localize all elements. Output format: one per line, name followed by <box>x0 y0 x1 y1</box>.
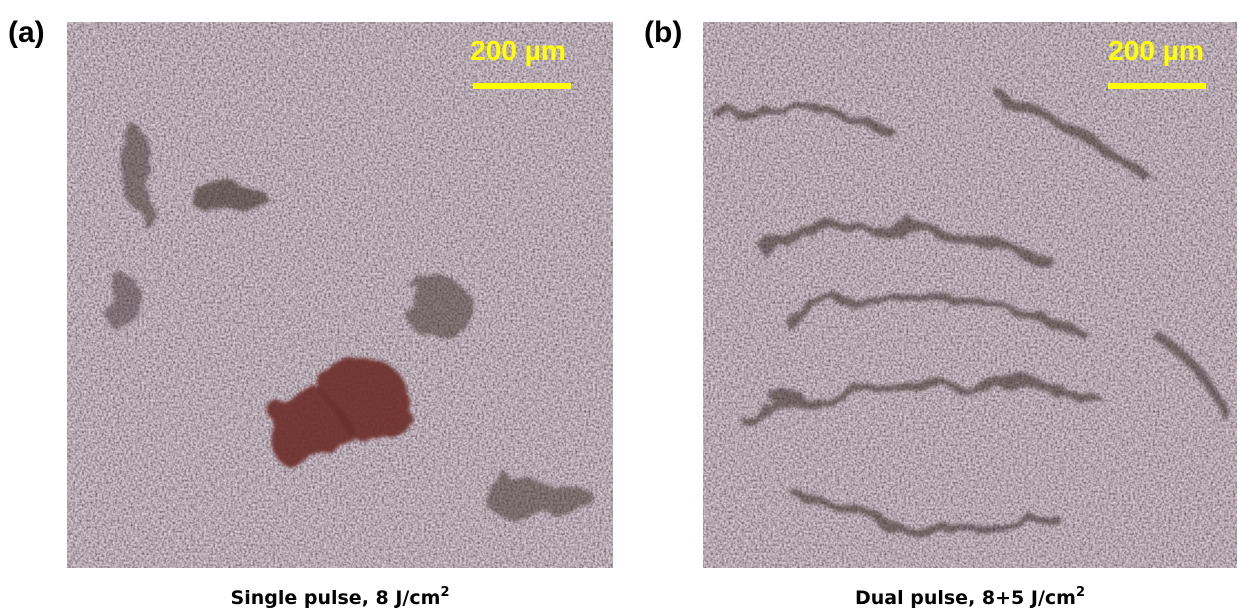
caption-superscript: 2 <box>1076 585 1085 600</box>
micrograph-texture <box>703 22 1237 568</box>
figure: (a) 200 µm Single pulse, 8 J/cm2 (b) <box>0 0 1239 615</box>
caption-text: Dual pulse, 8+5 J/cm <box>855 587 1076 609</box>
caption: Single pulse, 8 J/cm2 <box>231 585 450 609</box>
panel-label: (a) <box>8 16 45 49</box>
caption-superscript: 2 <box>440 585 449 600</box>
panel-a: (a) 200 µm Single pulse, 8 J/cm2 <box>8 16 613 609</box>
scale-bar-label: 200 µm <box>1108 35 1204 66</box>
panel-label: (b) <box>644 16 682 49</box>
scale-bar-label: 200 µm <box>470 35 566 66</box>
caption: Dual pulse, 8+5 J/cm2 <box>855 585 1085 609</box>
caption-text: Single pulse, 8 J/cm <box>231 587 441 609</box>
panel-b: (b) 200 µm Dual pulse, 8+5 J/cm2 <box>644 16 1237 609</box>
